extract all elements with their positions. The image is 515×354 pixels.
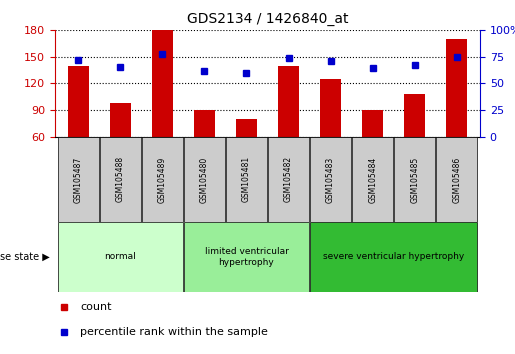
Text: GSM105489: GSM105489 <box>158 156 167 202</box>
Text: GSM105480: GSM105480 <box>200 156 209 202</box>
Text: GSM105482: GSM105482 <box>284 156 293 202</box>
Text: normal: normal <box>105 252 136 261</box>
Bar <box>394 137 435 222</box>
Bar <box>310 222 477 292</box>
Bar <box>110 103 131 137</box>
Text: GSM105481: GSM105481 <box>242 156 251 202</box>
Bar <box>268 137 309 222</box>
Text: count: count <box>80 302 112 312</box>
Title: GDS2134 / 1426840_at: GDS2134 / 1426840_at <box>187 12 348 26</box>
Bar <box>226 137 267 222</box>
Bar <box>142 137 183 222</box>
Text: severe ventricular hypertrophy: severe ventricular hypertrophy <box>323 252 465 261</box>
Bar <box>320 79 341 137</box>
Bar <box>278 65 299 137</box>
Bar <box>236 119 257 137</box>
Bar <box>447 39 468 137</box>
Bar <box>58 222 183 292</box>
Text: limited ventricular
hypertrophy: limited ventricular hypertrophy <box>204 247 288 267</box>
Text: GSM105485: GSM105485 <box>410 156 419 202</box>
Bar <box>310 137 351 222</box>
Bar <box>404 94 425 137</box>
Bar <box>436 137 477 222</box>
Bar <box>67 65 89 137</box>
Bar <box>99 137 141 222</box>
Text: GSM105488: GSM105488 <box>116 156 125 202</box>
Bar <box>152 30 173 137</box>
Text: GSM105487: GSM105487 <box>74 156 82 202</box>
Text: percentile rank within the sample: percentile rank within the sample <box>80 326 268 337</box>
Text: GSM105483: GSM105483 <box>326 156 335 202</box>
Bar <box>184 137 225 222</box>
Bar <box>58 137 99 222</box>
Bar <box>184 222 309 292</box>
Text: GSM105484: GSM105484 <box>368 156 377 202</box>
Bar <box>194 110 215 137</box>
Text: disease state ▶: disease state ▶ <box>0 252 50 262</box>
Text: GSM105486: GSM105486 <box>452 156 461 202</box>
Bar <box>352 137 393 222</box>
Bar <box>362 110 383 137</box>
